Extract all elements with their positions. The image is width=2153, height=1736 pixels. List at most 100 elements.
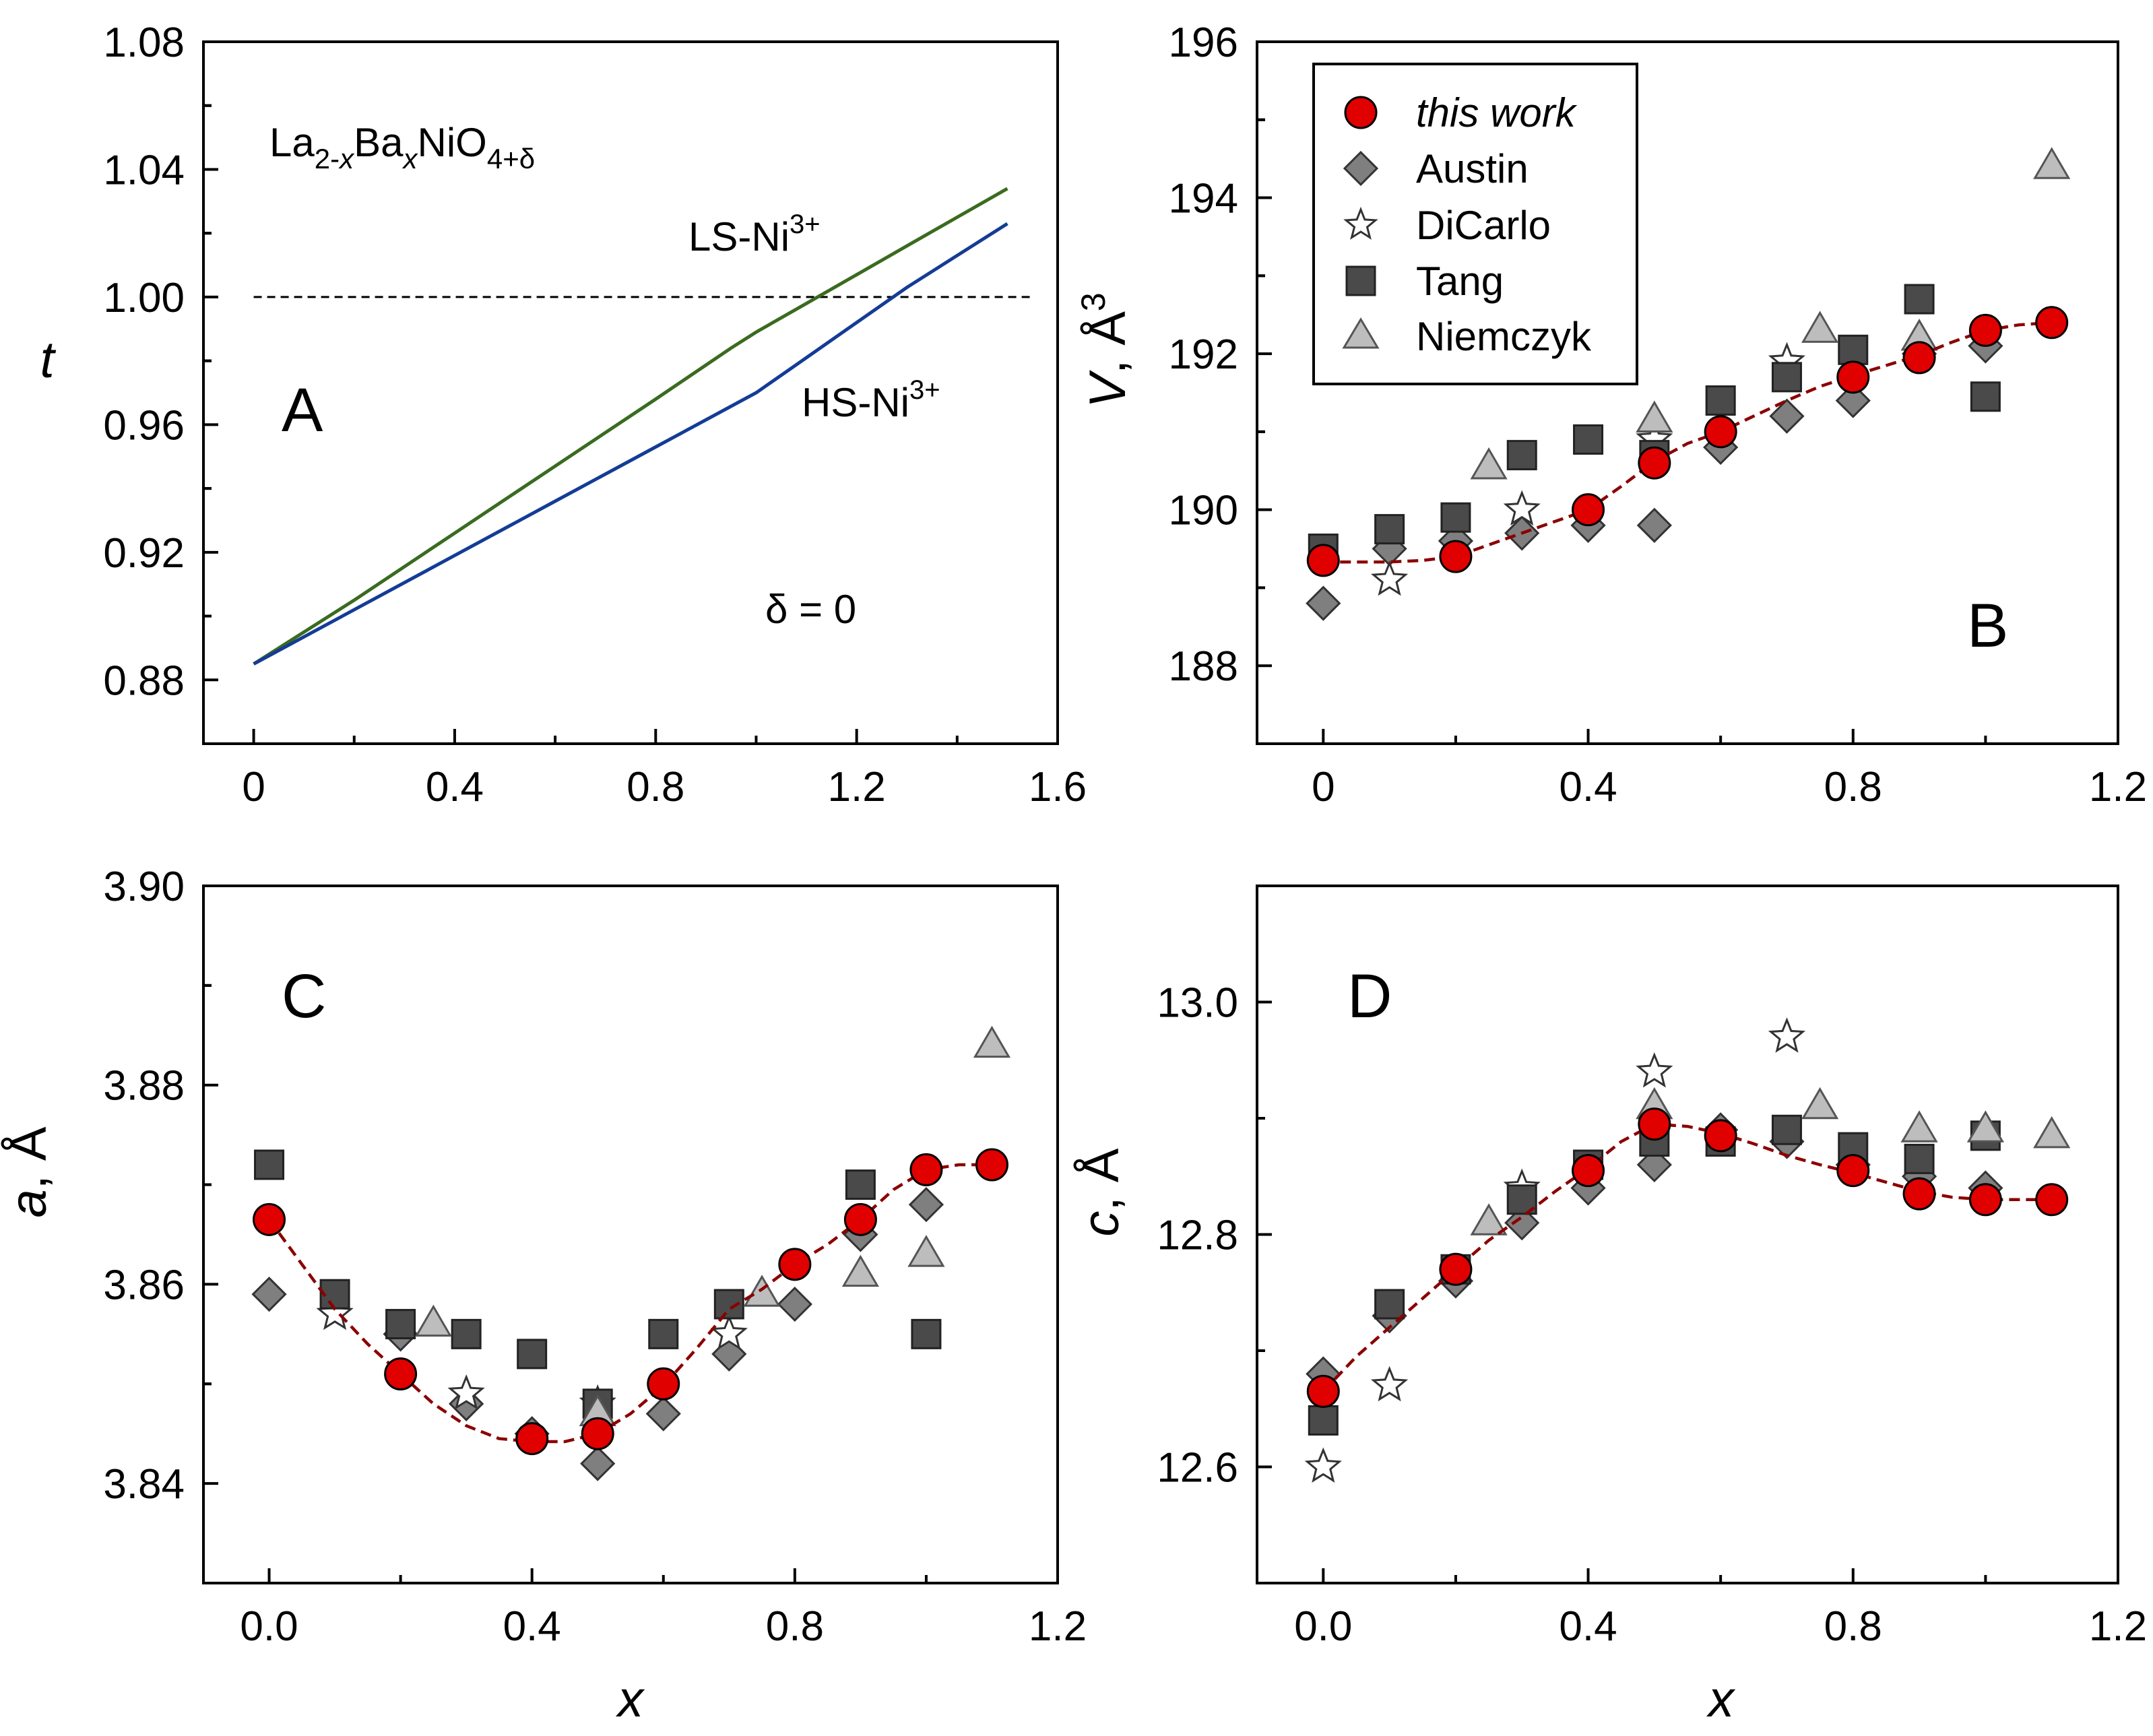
panel-c-point-this-work — [778, 1248, 812, 1281]
panel-a-letter: A — [282, 376, 323, 445]
panel-b-y-tick-label: 196 — [1169, 20, 1238, 66]
panel-d-point-niemczyk — [1900, 1110, 1938, 1143]
panel-b-point-tang — [1904, 284, 1935, 315]
panel-d-point-tang — [1771, 1114, 1802, 1145]
panel-c-point-this-work — [909, 1153, 943, 1186]
panel-c-letter: C — [282, 962, 326, 1031]
panel-c-point-tang — [254, 1149, 285, 1180]
panel-d-letter: D — [1347, 962, 1392, 1031]
panel-b-point-niemczyk — [1636, 400, 1673, 433]
panel-b-point-niemczyk — [1801, 311, 1839, 343]
panel-b-point-austin — [1306, 585, 1341, 621]
panel-d-point-dicarlo — [1304, 1447, 1342, 1483]
panel-a-y-tick-label: 0.88 — [103, 657, 185, 704]
panel-d-x-tick-label: 1.2 — [2089, 1603, 2147, 1650]
panel-b-point-tang — [1970, 381, 2001, 412]
panel-b-point-austin — [1636, 507, 1672, 543]
legend-austin-label: Austin — [1416, 146, 1529, 191]
panel-c-x-tick-label: 0.4 — [503, 1603, 561, 1650]
panel-c-point-dicarlo — [447, 1374, 485, 1410]
panel-c-y-axis-title: a, Å — [0, 1126, 57, 1218]
panel-b-point-this-work — [1306, 544, 1340, 577]
panel-b-point-tang — [1374, 514, 1405, 545]
panel-d-point-this-work — [1704, 1119, 1737, 1153]
panel-c-point-austin — [251, 1277, 287, 1312]
panel-b-point-this-work — [1836, 360, 1870, 394]
panel-c-point-austin — [580, 1446, 616, 1481]
panel-c-point-niemczyk — [907, 1235, 945, 1267]
panel-d-y-tick-label: 13.0 — [1157, 980, 1238, 1027]
legend-dicarlo-label: DiCarlo — [1416, 203, 1551, 248]
panel-d-y-tick-label: 12.8 — [1157, 1213, 1238, 1259]
panel-a-delta-note: δ = 0 — [765, 587, 856, 632]
panel-a-frame — [202, 40, 1059, 745]
panel-d: 0.0 0.4 0.8 1.2 12.6 12.8 13.0 c, Å x D — [1072, 885, 2147, 1728]
panel-d-y-tick-label: 12.6 — [1157, 1445, 1238, 1491]
panel-b-point-niemczyk — [2033, 147, 2071, 179]
panel-a-x-tick-label: 1.6 — [1029, 764, 1087, 810]
panel-c-frame — [202, 885, 1059, 1584]
panel-a-x-tick-label: 0.4 — [426, 764, 484, 810]
panel-a-y-tick-label: 0.92 — [103, 530, 185, 577]
legend-tang-label: Tang — [1416, 259, 1504, 304]
legend-austin-symbol — [1343, 150, 1379, 187]
panel-d-y-axis-title: c, Å — [1072, 1148, 1130, 1236]
panel-d-point-tang — [1374, 1289, 1405, 1320]
legend-this-work-symbol — [1344, 96, 1378, 129]
panel-a-series-hs-ni3 — [253, 222, 1008, 666]
panel-c-point-this-work — [515, 1422, 549, 1456]
panel-d-x-tick-label: 0.0 — [1294, 1603, 1352, 1650]
panel-b-letter: B — [1967, 591, 2008, 660]
legend-tang-symbol — [1345, 265, 1376, 296]
panel-c-point-tang — [648, 1318, 679, 1349]
panel-c-point-niemczyk — [743, 1275, 781, 1307]
legend: this work Austin DiCarlo Tang Niemczyk — [1312, 63, 1638, 385]
panel-d-point-this-work — [1968, 1183, 2002, 1217]
panel-b-x-tick-label: 0.8 — [1824, 764, 1882, 810]
panel-a: 0 0.4 0.8 1.2 1.60.880.920.961.001.041.08 t … — [40, 20, 1087, 810]
panel-c-point-tang — [385, 1309, 416, 1340]
panel-b-point-austin — [1835, 383, 1871, 418]
panel-a-y-tick-label: 1.04 — [103, 147, 185, 193]
panel-c-y-tick-label: 3.88 — [103, 1063, 185, 1110]
panel-c-point-austin — [645, 1396, 681, 1432]
panel-a-x-tick-label: 0.8 — [626, 764, 684, 810]
legend-niemczyk-symbol — [1342, 317, 1380, 349]
panel-c-y-tick-label: 3.86 — [103, 1262, 185, 1308]
panel-b-point-tang — [1440, 502, 1471, 533]
panel-c-point-tang — [517, 1339, 548, 1370]
panel-b-point-tang — [1506, 440, 1537, 471]
panel-d-x-tick-label: 0.4 — [1559, 1603, 1617, 1650]
panel-c-x-tick-label: 1.2 — [1029, 1603, 1087, 1650]
panel-c-x-axis-title: x — [615, 1671, 645, 1728]
panel-b-frame — [1256, 40, 2119, 745]
panel-d-x-axis-title: x — [1706, 1671, 1736, 1728]
panel-a-y-tick-label: 1.08 — [103, 20, 185, 66]
panel-b-point-dicarlo — [1503, 490, 1541, 526]
panel-b-point-this-work — [1439, 540, 1473, 573]
panel-c-point-this-work — [581, 1417, 614, 1450]
panel-a-formula: La2-xBaxNiO4+δ — [269, 120, 535, 174]
panel-d-point-this-work — [1638, 1107, 1671, 1141]
panel-c-point-austin — [777, 1286, 812, 1322]
panel-b-point-this-work — [1704, 415, 1737, 449]
panel-d-point-this-work — [1902, 1177, 1936, 1211]
panel-b-point-dicarlo — [1370, 560, 1409, 596]
legend-this-work-label: this work — [1416, 90, 1578, 135]
panel-b-y-tick-label: 188 — [1169, 643, 1238, 690]
panel-a-y-tick-label: 0.96 — [103, 402, 185, 449]
panel-d-point-niemczyk — [1470, 1203, 1508, 1235]
panel-d-point-tang — [1904, 1143, 1935, 1174]
panel-b-y-tick-label: 190 — [1169, 488, 1238, 534]
panel-c-point-tang — [451, 1318, 482, 1349]
panel-b-point-this-work — [1968, 313, 2002, 347]
panel-b-point-tang — [1771, 362, 1802, 393]
panel-b-point-this-work — [1572, 493, 1605, 527]
panel-b-point-austin — [1769, 398, 1805, 434]
panel-b-point-this-work — [1902, 341, 1936, 375]
panel-c-fit-line — [267, 1163, 992, 1444]
panel-c-point-austin — [908, 1187, 944, 1223]
legend-dicarlo-symbol — [1343, 206, 1378, 240]
panel-c-point-this-work — [975, 1148, 1008, 1182]
